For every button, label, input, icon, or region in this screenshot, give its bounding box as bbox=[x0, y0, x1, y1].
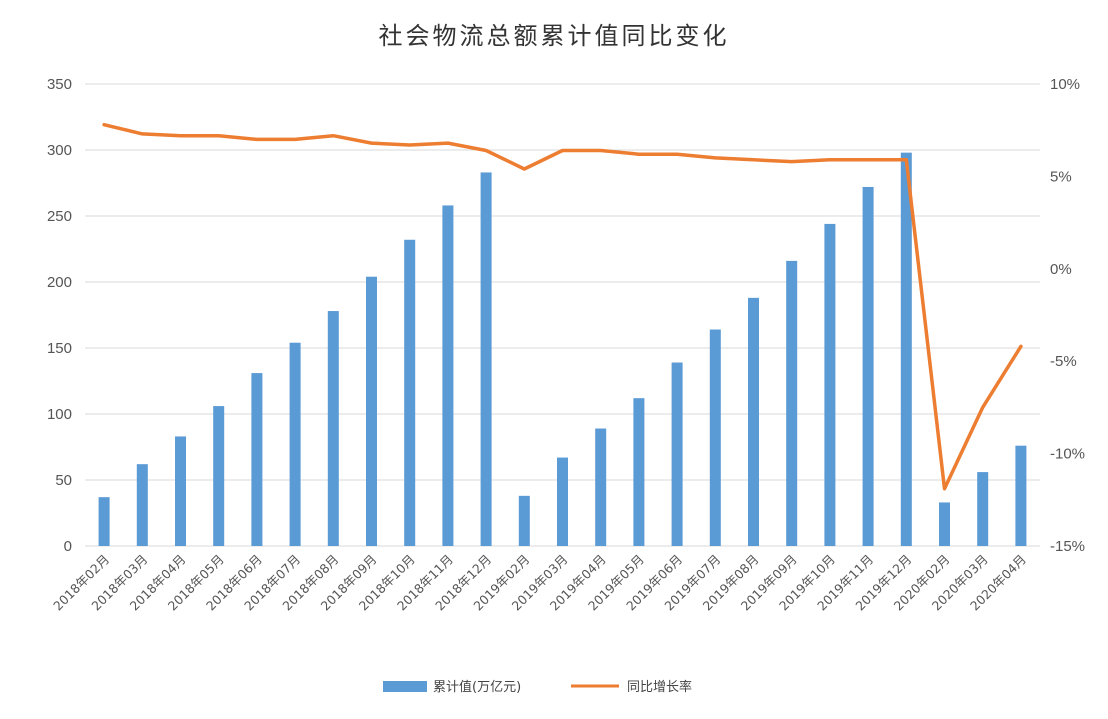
left-tick-label: 200 bbox=[47, 274, 72, 291]
legend-swatch-bar bbox=[383, 681, 427, 692]
bar bbox=[709, 329, 721, 546]
bar bbox=[824, 223, 836, 547]
left-tick-label: 250 bbox=[47, 208, 72, 225]
right-tick-label: 0% bbox=[1050, 261, 1072, 278]
growth-rate-line bbox=[102, 122, 1023, 491]
bar bbox=[327, 311, 339, 546]
bar bbox=[480, 172, 492, 546]
right-tick-label: -10% bbox=[1050, 446, 1085, 463]
grid-lines bbox=[85, 83, 1040, 547]
bar bbox=[748, 297, 759, 546]
left-tick-label: 300 bbox=[47, 142, 72, 159]
left-tick-label: 50 bbox=[55, 472, 72, 489]
bar bbox=[213, 406, 225, 546]
bar bbox=[175, 436, 186, 546]
left-tick-label: 100 bbox=[47, 406, 72, 423]
right-tick-label: -5% bbox=[1050, 353, 1077, 370]
right-axis: -15% -10% -5% 0% 5% 10% bbox=[1050, 76, 1085, 555]
bar bbox=[786, 260, 798, 546]
bar bbox=[862, 186, 874, 546]
left-tick-label: 0 bbox=[64, 538, 72, 555]
bar bbox=[900, 152, 912, 546]
right-tick-label: 5% bbox=[1050, 168, 1072, 185]
bar bbox=[1015, 445, 1027, 546]
bar bbox=[557, 457, 568, 546]
right-tick-label: 10% bbox=[1050, 76, 1080, 93]
chart-title: 社会物流总额累计值同比变化 bbox=[379, 22, 730, 50]
bar bbox=[136, 464, 148, 546]
bar bbox=[251, 373, 263, 546]
left-axis: 0 50 100 150 200 250 300 350 bbox=[47, 76, 72, 555]
x-axis: 2018年02月2018年03月2018年04月2018年05月2018年06月… bbox=[50, 552, 1029, 614]
bar bbox=[98, 497, 110, 546]
legend-label-line: 同比增长率 bbox=[627, 679, 692, 695]
legend-label-bar: 累计值(万亿元) bbox=[433, 679, 521, 695]
bar bbox=[633, 398, 645, 546]
bar bbox=[939, 502, 950, 546]
line-series bbox=[102, 122, 1023, 491]
legend: 累计值(万亿元) 同比增长率 bbox=[383, 679, 692, 695]
bar bbox=[366, 276, 377, 546]
bar bbox=[289, 342, 301, 546]
left-tick-label: 150 bbox=[47, 340, 72, 357]
left-tick-label: 350 bbox=[47, 76, 72, 93]
bar bbox=[671, 362, 683, 546]
bar bbox=[404, 239, 416, 546]
bar bbox=[977, 472, 989, 546]
right-tick-label: -15% bbox=[1050, 538, 1085, 555]
bar-series bbox=[98, 152, 1027, 547]
bar bbox=[442, 205, 454, 546]
bar bbox=[595, 428, 607, 546]
bar bbox=[518, 495, 530, 546]
